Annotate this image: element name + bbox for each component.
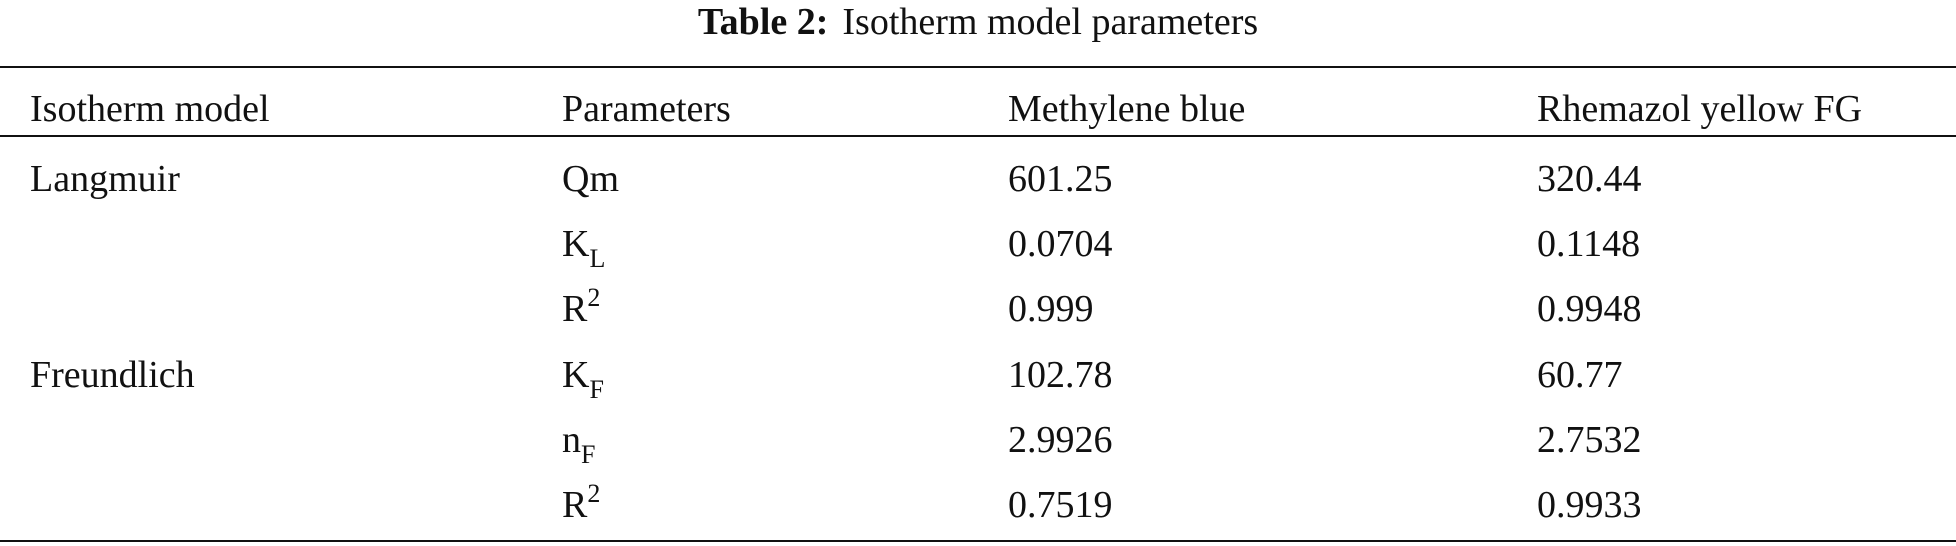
table-row: R2 0.999 0.9948 — [0, 280, 1956, 338]
parameter-cell: R2 — [562, 476, 600, 534]
header-rhemazol-yellow: Rhemazol yellow FG — [1537, 88, 1863, 130]
parameter-cell: nF — [562, 411, 595, 469]
methylene-blue-value: 601.25 — [1008, 158, 1113, 200]
model-cell: Freundlich — [30, 354, 195, 396]
table-row: Langmuir Qm 601.25 320.44 — [0, 150, 1956, 208]
parameter-subscript: F — [589, 375, 604, 404]
header-methylene-blue: Methylene blue — [1008, 88, 1246, 130]
parameter-cell: KL — [562, 215, 605, 273]
table-header-row: Isotherm model Parameters Methylene blue… — [0, 80, 1956, 138]
parameter-base: Qm — [562, 158, 619, 200]
parameter-subscript: F — [581, 440, 596, 469]
rhemazol-yellow-value: 320.44 — [1537, 158, 1642, 200]
rhemazol-yellow-value: 2.7532 — [1537, 419, 1642, 461]
table-row: Freundlich KF 102.78 60.77 — [0, 346, 1956, 404]
parameter-cell: R2 — [562, 280, 600, 338]
caption-title: Isotherm model parameters — [842, 1, 1259, 43]
rhemazol-yellow-value: 60.77 — [1537, 354, 1623, 396]
table-caption: Table 2: Isotherm model parameters — [0, 0, 1956, 50]
header-parameters: Parameters — [562, 88, 731, 130]
model-cell: Langmuir — [30, 158, 180, 200]
parameter-superscript: 2 — [587, 283, 601, 312]
parameter-subscript: L — [589, 244, 606, 273]
methylene-blue-value: 102.78 — [1008, 354, 1113, 396]
parameter-base: K — [562, 223, 590, 265]
top-rule — [0, 66, 1956, 68]
parameter-base: n — [562, 419, 581, 461]
parameter-cell: Qm — [562, 150, 619, 208]
table-row: nF 2.9926 2.7532 — [0, 411, 1956, 469]
rhemazol-yellow-value: 0.1148 — [1537, 223, 1641, 265]
parameter-base: K — [562, 354, 590, 396]
header-rule — [0, 135, 1956, 137]
parameter-base: R — [562, 288, 588, 330]
methylene-blue-value: 2.9926 — [1008, 419, 1113, 461]
header-isotherm-model: Isotherm model — [30, 88, 270, 130]
methylene-blue-value: 0.7519 — [1008, 484, 1113, 526]
methylene-blue-value: 0.0704 — [1008, 223, 1113, 265]
rhemazol-yellow-value: 0.9948 — [1537, 288, 1642, 330]
table-row: KL 0.0704 0.1148 — [0, 215, 1956, 273]
table-row: R2 0.7519 0.9933 — [0, 476, 1956, 534]
bottom-rule — [0, 540, 1956, 542]
parameter-base: R — [562, 484, 588, 526]
rhemazol-yellow-value: 0.9933 — [1537, 484, 1642, 526]
caption-label: Table 2: — [697, 1, 829, 43]
parameter-cell: KF — [562, 346, 604, 404]
parameter-superscript: 2 — [587, 479, 601, 508]
methylene-blue-value: 0.999 — [1008, 288, 1094, 330]
